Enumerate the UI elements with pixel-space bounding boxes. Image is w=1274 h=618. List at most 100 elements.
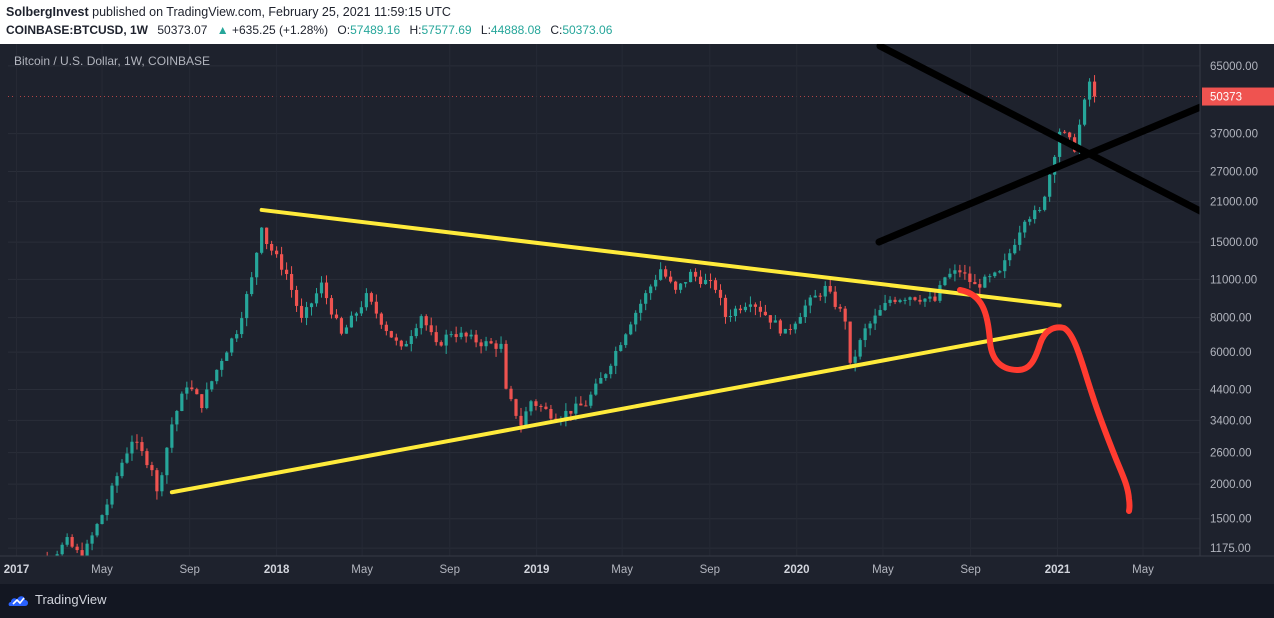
candle — [564, 410, 568, 419]
candle — [1003, 260, 1007, 272]
candle — [629, 324, 633, 335]
candle — [1008, 253, 1012, 261]
candle — [813, 295, 817, 298]
price-tick: 65000.00 — [1210, 61, 1258, 73]
candle — [289, 274, 294, 290]
candle — [898, 300, 902, 302]
candle — [95, 524, 99, 536]
candle — [155, 470, 159, 492]
candle — [195, 389, 199, 395]
price-chart[interactable]: 1175.00 1500.00 2000.00 2600.00 3400.00 4400.… — [0, 42, 1274, 584]
candle — [878, 310, 882, 316]
candle — [833, 291, 837, 307]
candle — [1063, 131, 1067, 133]
candle — [304, 307, 309, 318]
candle — [339, 318, 344, 334]
candle — [265, 227, 269, 244]
trendline-lower — [169, 325, 1062, 495]
candle — [863, 328, 867, 341]
candle — [793, 323, 797, 330]
candle — [1048, 174, 1052, 197]
candle — [933, 296, 937, 301]
price-tick: 15000.00 — [1210, 237, 1258, 249]
candle — [150, 465, 154, 471]
candle — [703, 280, 708, 285]
price-tick: 2600.00 — [1210, 448, 1252, 460]
candle — [459, 332, 463, 338]
candle — [634, 312, 638, 325]
candle — [394, 337, 398, 341]
candle — [419, 316, 423, 329]
footer-bar: TradingView — [0, 584, 1274, 618]
candle — [649, 286, 653, 294]
time-tick: Sep — [960, 564, 980, 576]
candle — [1013, 244, 1017, 254]
candle — [60, 544, 64, 555]
candle — [988, 276, 992, 278]
candle — [639, 303, 643, 313]
candle — [1077, 124, 1082, 152]
price-change: +635.25 (+1.28%) — [232, 23, 329, 37]
candle — [494, 343, 498, 349]
candle — [230, 338, 234, 353]
candle — [160, 475, 164, 492]
red-prediction-curve — [957, 287, 1133, 514]
candle — [918, 299, 922, 302]
candle — [569, 410, 573, 414]
time-tick: May — [872, 564, 894, 576]
publish-info: SolbergInvest published on TradingView.c… — [6, 5, 451, 19]
candle — [579, 403, 583, 406]
candle — [674, 281, 678, 290]
candle — [843, 308, 847, 322]
candle — [624, 334, 628, 346]
candle — [130, 441, 134, 454]
time-axis-bg — [0, 556, 1274, 584]
candle — [524, 411, 528, 426]
candle — [369, 293, 373, 302]
candle — [374, 301, 378, 314]
chart-panel[interactable]: 1175.00 1500.00 2000.00 2600.00 3400.00 4400.… — [0, 42, 1274, 584]
trendline-upper — [259, 207, 1062, 308]
candle — [544, 406, 548, 409]
candle — [90, 535, 94, 544]
candle — [449, 334, 453, 336]
candle — [758, 306, 762, 312]
candle — [384, 324, 388, 332]
candle — [1038, 209, 1042, 211]
time-tick: 2020 — [784, 564, 810, 576]
time-tick: May — [351, 564, 373, 576]
candle — [314, 293, 319, 304]
candle — [429, 325, 433, 333]
candle — [1043, 196, 1047, 210]
candle — [993, 272, 997, 277]
candle — [664, 269, 668, 277]
author-name[interactable]: SolbergInvest — [6, 5, 89, 19]
candle — [225, 352, 229, 361]
candle — [404, 343, 408, 347]
candle — [574, 403, 578, 414]
price-axis-bg — [1200, 44, 1274, 584]
candle — [773, 320, 777, 323]
candle — [778, 320, 782, 334]
trendlines — [169, 207, 1062, 495]
candle — [185, 387, 189, 394]
candle — [609, 365, 613, 375]
candle — [748, 304, 753, 307]
candle — [873, 315, 877, 324]
open-label: O: — [337, 23, 351, 37]
candle — [968, 273, 972, 283]
candle — [853, 356, 857, 363]
last-price-label: 50373 — [1210, 92, 1242, 104]
candle — [364, 293, 368, 308]
tradingview-logo[interactable]: TradingView — [8, 592, 107, 607]
trend-up-icon: ▲ — [216, 23, 229, 37]
candle — [678, 283, 683, 290]
candle — [908, 297, 912, 300]
candle — [1087, 81, 1092, 100]
time-tick: May — [611, 564, 633, 576]
candle — [604, 374, 608, 379]
candle — [913, 297, 917, 300]
candle — [504, 343, 508, 389]
candle — [245, 294, 249, 319]
candle — [379, 313, 383, 325]
